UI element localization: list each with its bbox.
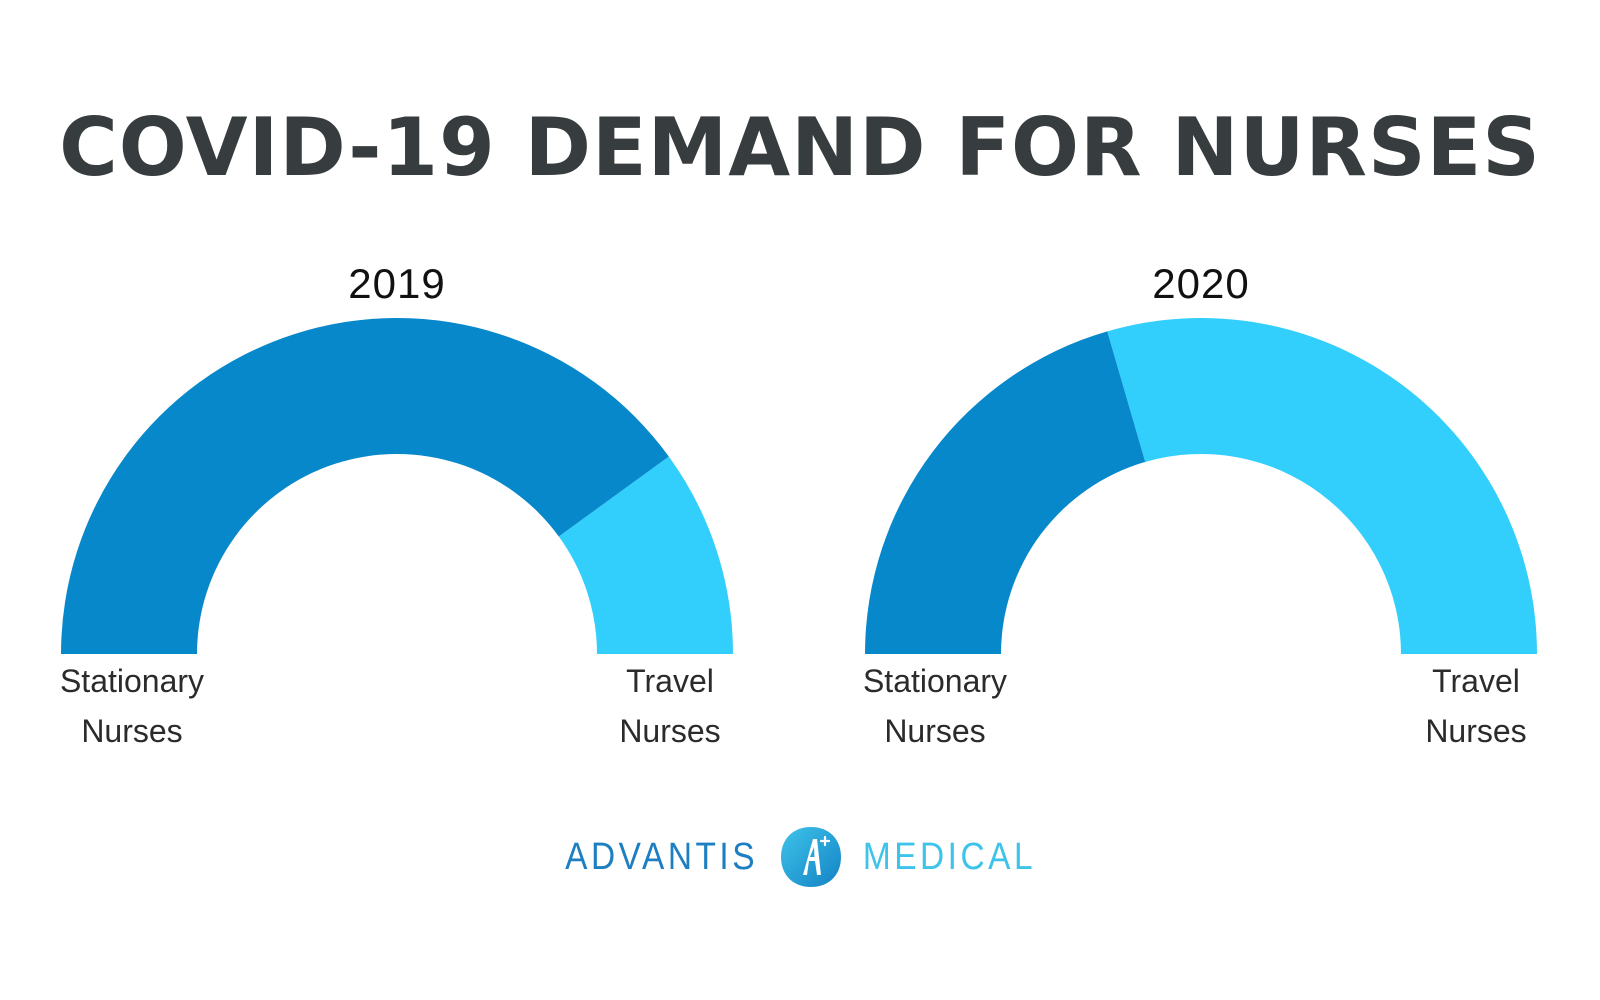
label-stationary-line2-2019: Nurses xyxy=(81,713,182,749)
slice-travel-2020 xyxy=(1107,317,1537,654)
chart-title-2019: 2019 xyxy=(348,260,445,307)
logo-text-advantis: ADVANTIS xyxy=(565,836,758,878)
label-travel-line1-2019: Travel xyxy=(626,663,714,699)
page-title: COVID-19 DEMAND FOR NURSES xyxy=(59,101,1541,194)
chart-title-2020: 2020 xyxy=(1152,260,1249,307)
slice-stationary-2019 xyxy=(61,317,669,654)
label-stationary-line1-2019: Stationary xyxy=(60,663,204,699)
label-travel-line2-2020: Nurses xyxy=(1425,713,1526,749)
advantis-medical-logo: ADVANTIS MEDICAL xyxy=(0,822,1600,892)
slice-travel-2019 xyxy=(558,456,733,654)
chart-2020: 2020 Stationary Nurses Travel Nurses xyxy=(863,260,1537,749)
chart-2019: 2019 Stationary Nurses Travel Nurses xyxy=(60,260,733,749)
advantis-a-icon xyxy=(781,827,842,887)
label-stationary-line2-2020: Nurses xyxy=(884,713,985,749)
label-travel-line1-2020: Travel xyxy=(1432,663,1520,699)
label-travel-line2-2019: Nurses xyxy=(619,713,720,749)
label-stationary-line1-2020: Stationary xyxy=(863,663,1007,699)
slice-stationary-2020 xyxy=(865,331,1146,654)
logo-text-medical: MEDICAL xyxy=(862,836,1037,878)
